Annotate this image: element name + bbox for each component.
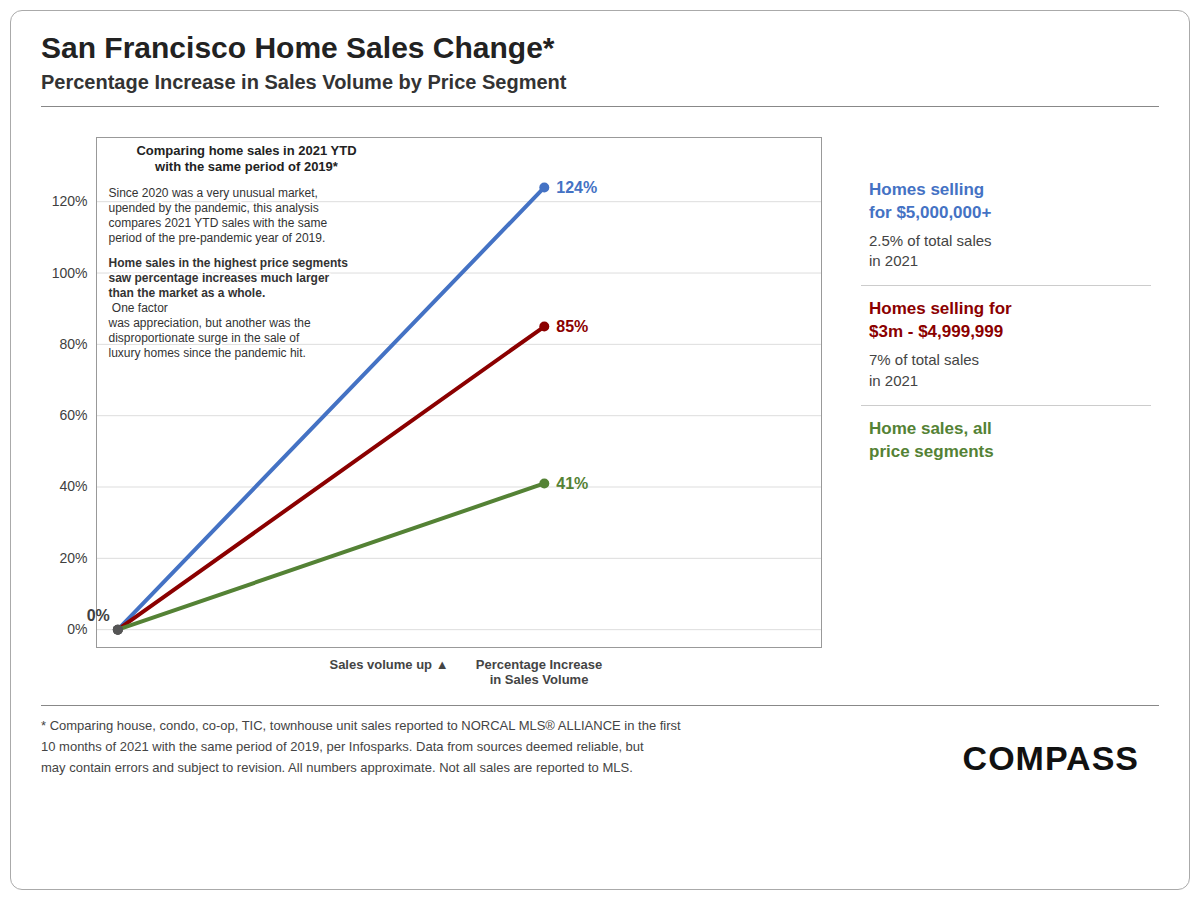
- svg-text:85%: 85%: [556, 318, 588, 335]
- svg-text:41%: 41%: [556, 475, 588, 492]
- svg-text:0%: 0%: [87, 607, 110, 624]
- svg-text:One factorwas appreciation, bu: One factorwas appreciation, but another …: [108, 301, 311, 360]
- html-text:Homes selling for $5,000,000+: Homes selling for $5,000,000+: [869, 180, 992, 222]
- svg-text:Home sales in the highest pric: Home sales in the highest price segments…: [109, 256, 349, 300]
- svg-text:Since 2020 was a very unusual: Since 2020 was a very unusual market,upe…: [109, 186, 328, 245]
- svg-text:Comparing home sales in 2021 Y: Comparing home sales in 2021 YTDwith the…: [136, 143, 356, 174]
- html-text:7% of total sales in 2021: 7% of total sales in 2021: [869, 351, 980, 389]
- svg-text:124%: 124%: [556, 179, 597, 196]
- svg-text:0%: 0%: [67, 621, 87, 637]
- html-text:COMPASS: COMPASS: [962, 739, 1139, 778]
- svg-text:60%: 60%: [59, 407, 87, 423]
- svg-text:120%: 120%: [52, 193, 88, 209]
- html-text:Home sales, all price segments: Home sales, all price segments: [869, 418, 994, 461]
- html-text:* Comparing house, condo, co-o: * Comparing house, condo, co-op, TIC, to…: [41, 718, 681, 775]
- html-text:2.5% of total sales in 2021: 2.5% of total sales in 2021: [869, 231, 992, 270]
- svg-text:100%: 100%: [52, 265, 88, 281]
- svg-text:Sales volume up ▲: Sales volume up ▲: [329, 657, 448, 672]
- svg-text:Percentage Increasein Sales Vo: Percentage Increasein Sales Volume: [476, 657, 602, 688]
- svg-text:40%: 40%: [59, 478, 87, 494]
- html-text:San Francisco Home Sales Chang: San Francisco Home Sales Change*: [41, 31, 555, 64]
- html-text:Percentage Increase in Sales V: Percentage Increase in Sales Volume by P…: [41, 71, 567, 93]
- svg-text:80%: 80%: [59, 336, 87, 352]
- html-text:Homes selling for $3m - $4,999: Homes selling for $3m - $4,999,999: [869, 299, 1012, 342]
- svg-text:20%: 20%: [59, 550, 87, 566]
